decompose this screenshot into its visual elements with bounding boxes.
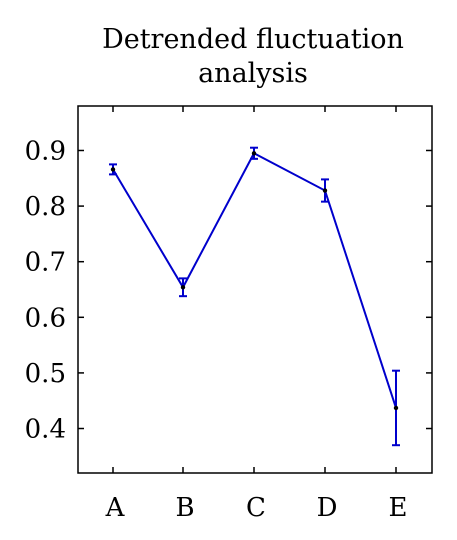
data-point <box>110 167 116 172</box>
y-tick-label: 0.7 <box>25 248 66 278</box>
y-tick-label: 0.6 <box>25 303 66 333</box>
data-point <box>322 188 328 193</box>
x-tick-label: A <box>105 493 126 523</box>
y-tick-label: 0.9 <box>25 136 66 166</box>
chart-title-line-2: analysis <box>198 58 308 89</box>
x-tick-label: C <box>246 493 266 523</box>
data-point <box>251 151 257 156</box>
y-tick-label: 0.5 <box>25 359 66 389</box>
y-tick-label: 0.4 <box>25 415 66 445</box>
data-point <box>180 285 186 290</box>
x-tick-label: B <box>175 493 194 523</box>
x-tick-label: D <box>317 493 338 523</box>
y-tick-label: 0.8 <box>25 192 66 222</box>
data-point <box>393 405 399 411</box>
series-line <box>112 151 397 409</box>
plot-frame <box>77 105 433 474</box>
x-tick-label: E <box>389 493 408 523</box>
chart-title-line-1: Detrended fluctuation <box>102 24 404 55</box>
